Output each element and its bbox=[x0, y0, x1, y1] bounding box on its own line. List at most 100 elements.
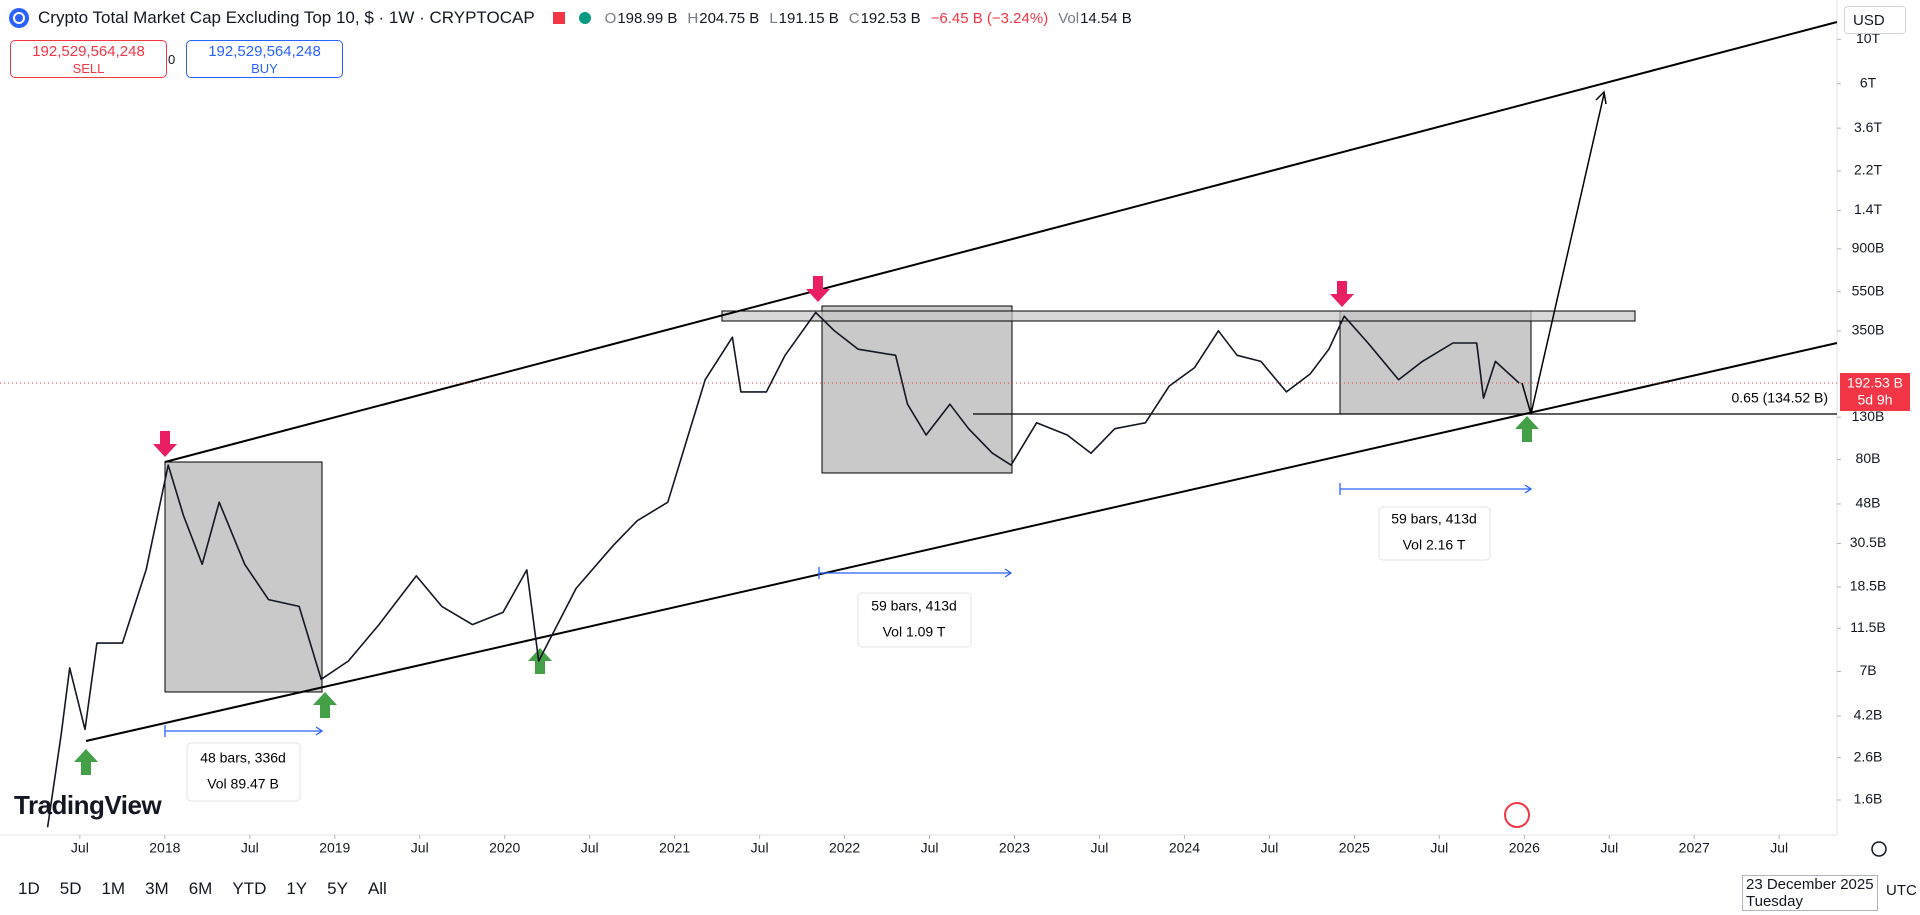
event-icon[interactable] bbox=[1504, 802, 1530, 828]
x-tick-label: Jul bbox=[1260, 840, 1278, 856]
buy-label: BUY bbox=[251, 61, 278, 76]
y-tick-label: 7B bbox=[1859, 662, 1876, 678]
ohlc-item: L191.15 B bbox=[769, 10, 838, 27]
sell-button[interactable]: 192,529,564,248 SELL bbox=[10, 40, 167, 78]
range-button[interactable]: 6M bbox=[188, 879, 213, 898]
x-tick-label: 2025 bbox=[1339, 840, 1370, 856]
ohlc-item: H204.75 B bbox=[687, 10, 759, 27]
x-tick-label: 2026 bbox=[1509, 840, 1540, 856]
settings-icon[interactable] bbox=[1871, 841, 1887, 857]
ohlc-item: Vol14.54 B bbox=[1058, 10, 1132, 27]
y-tick-label: 130B bbox=[1852, 408, 1885, 424]
symbol-icon bbox=[9, 8, 29, 28]
sell-price: 192,529,564,248 bbox=[32, 43, 145, 60]
weekday: Tuesday bbox=[1746, 893, 1803, 910]
date-ranges bbox=[164, 483, 1533, 737]
cursor-date: 23 December 2025 Tuesday bbox=[1742, 875, 1878, 911]
price-label-box bbox=[1840, 373, 1910, 411]
annotation: Vol 2.16 T bbox=[1403, 537, 1466, 553]
x-tick-label: 2018 bbox=[149, 840, 180, 856]
symbol-title[interactable]: Crypto Total Market Cap Excluding Top 10… bbox=[38, 8, 535, 27]
fib-label: 0.65 (134.52 B) bbox=[1731, 390, 1828, 406]
x-tick-label: 2020 bbox=[489, 840, 520, 856]
status-dot bbox=[578, 12, 591, 24]
range-box bbox=[1339, 310, 1532, 415]
x-tick-label: Jul bbox=[1091, 840, 1109, 856]
range-button[interactable]: 5Y bbox=[327, 879, 348, 898]
range-button[interactable]: 5D bbox=[59, 879, 82, 898]
ohlc-value: 192.53 B bbox=[860, 9, 921, 27]
x-tick-label: Jul bbox=[1600, 840, 1618, 856]
x-tick-label: Jul bbox=[581, 840, 599, 856]
down-arrows bbox=[153, 276, 1354, 457]
channel-upper bbox=[164, 21, 1838, 463]
projection bbox=[1521, 382, 1532, 415]
x-tick-label: 2024 bbox=[1169, 840, 1200, 856]
logo: TradingView bbox=[14, 790, 162, 820]
flag-icon[interactable] bbox=[552, 12, 565, 24]
y-tick-label: 550B bbox=[1852, 282, 1885, 298]
ohlc-key: H bbox=[687, 9, 699, 27]
y-tick-label: 1.6B bbox=[1854, 791, 1883, 807]
y-tick-label: 900B bbox=[1852, 240, 1885, 256]
buy-button[interactable]: 192,529,564,248 BUY bbox=[186, 40, 343, 78]
y-tick-label: 48B bbox=[1856, 495, 1881, 511]
drawings bbox=[0, 21, 1838, 802]
range-button[interactable]: YTD bbox=[232, 879, 267, 898]
y-tick-label: 2.2T bbox=[1854, 162, 1882, 178]
ohlc-key: C bbox=[848, 9, 860, 27]
ohlc-value: 204.75 B bbox=[699, 9, 760, 27]
x-tick-label: Jul bbox=[921, 840, 939, 856]
ohlc-key: L bbox=[769, 9, 778, 27]
annotation: Vol 1.09 T bbox=[883, 624, 946, 640]
y-tick-label: 350B bbox=[1852, 322, 1885, 338]
y-tick-label: 2.6B bbox=[1854, 748, 1883, 764]
sell-label: SELL bbox=[72, 61, 105, 76]
ohlc-key: O bbox=[604, 9, 617, 27]
x-tick-label: Jul bbox=[1430, 840, 1448, 856]
x-tick-label: 2022 bbox=[829, 840, 860, 856]
range-box bbox=[821, 305, 1013, 474]
x-tick-label: Jul bbox=[241, 840, 259, 856]
up-arrows bbox=[74, 416, 1539, 775]
stats-boxes bbox=[186, 506, 1491, 802]
range-button[interactable]: All bbox=[367, 879, 387, 898]
price-label: 192.53 B bbox=[1847, 375, 1903, 391]
countdown: 5d 9h bbox=[1857, 392, 1892, 408]
ohlc-value: 198.99 B bbox=[617, 9, 678, 27]
y-tick-label: 4.2B bbox=[1854, 707, 1883, 723]
y-tick-label: 3.6T bbox=[1854, 119, 1882, 135]
price-line bbox=[46, 311, 1520, 828]
date: 23 December 2025 bbox=[1746, 876, 1874, 893]
x-tick-label: Jul bbox=[1770, 840, 1788, 856]
x-tick-label: Jul bbox=[71, 840, 89, 856]
annotation: Vol 89.47 B bbox=[207, 776, 279, 792]
projection bbox=[1530, 93, 1605, 415]
x-tick-label: 2023 bbox=[999, 840, 1030, 856]
resistance-zone bbox=[721, 310, 1636, 322]
projection-head bbox=[1595, 90, 1607, 105]
x-tick-label: 2019 bbox=[319, 840, 350, 856]
x-tick-label: 2021 bbox=[659, 840, 690, 856]
channel-lower bbox=[85, 342, 1838, 742]
ohlc-item: O198.99 B bbox=[605, 10, 678, 27]
x-tick-label: Jul bbox=[411, 840, 429, 856]
ohlc-value: 14.54 B bbox=[1080, 9, 1132, 27]
buy-price: 192,529,564,248 bbox=[208, 43, 321, 60]
ohlc-item: −6.45 B (−3.24%) bbox=[931, 10, 1049, 27]
annotation: 59 bars, 413d bbox=[871, 598, 957, 614]
range-button[interactable]: 1Y bbox=[286, 879, 308, 898]
ohlc-item: C192.53 B bbox=[849, 10, 921, 27]
range-box bbox=[164, 461, 323, 693]
annotation: 48 bars, 336d bbox=[200, 750, 286, 766]
currency-select[interactable]: USD bbox=[1844, 6, 1906, 34]
range-button[interactable]: 1D bbox=[18, 879, 40, 898]
timezone[interactable]: UTC bbox=[1886, 882, 1917, 899]
x-tick-label: Jul bbox=[751, 840, 769, 856]
range-button[interactable]: 1M bbox=[101, 879, 126, 898]
y-tick-label: 30.5B bbox=[1850, 534, 1887, 550]
range-button[interactable]: 3M bbox=[145, 879, 169, 898]
y-tick-label: 18.5B bbox=[1850, 578, 1887, 594]
